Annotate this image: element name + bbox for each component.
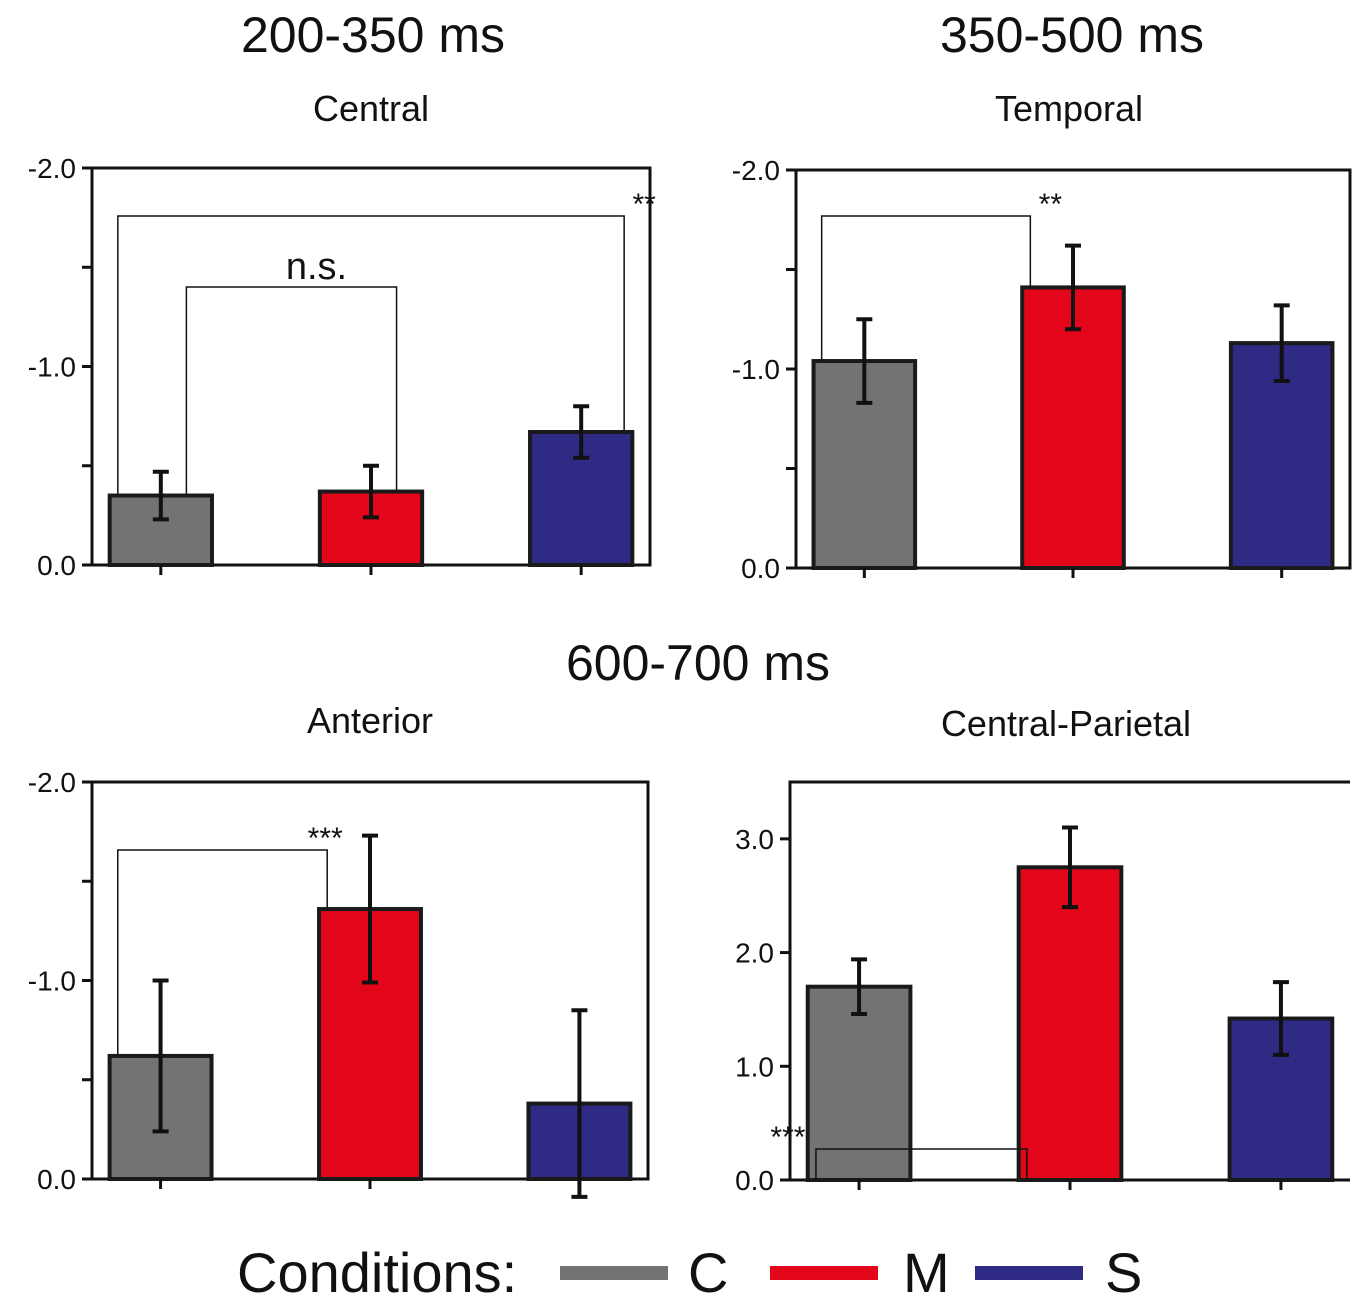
- y-tick-label: 0.0: [741, 553, 780, 584]
- conditions-legend: Conditions: C M S: [237, 1241, 1142, 1298]
- y-tick-label: -1.0: [28, 966, 76, 997]
- legend-swatch-m: [770, 1266, 878, 1280]
- significance-label: n.s.: [286, 246, 347, 288]
- y-tick-label: 3.0: [735, 824, 774, 855]
- y-tick-label: -2.0: [28, 153, 76, 184]
- significance-bracket: [117, 215, 625, 496]
- time-window-title-350-500: 350-500 ms: [940, 7, 1204, 63]
- panel-title: Temporal: [995, 88, 1143, 129]
- chart-panel-4: Central-Parietal 0.0 1.0 2.0 3.0 ***: [735, 703, 1350, 1196]
- chart-panels: Central 0.0 -1.0 -2.0 ** n.s. Temporal 0.0 -1.0 -…: [28, 88, 1352, 1199]
- significance-label: ***: [770, 1121, 805, 1154]
- time-window-title-200-350: 200-350 ms: [241, 7, 505, 63]
- bar-s: [1228, 341, 1335, 570]
- legend-label-c: C: [688, 1241, 728, 1298]
- y-tick-label: -2.0: [28, 767, 76, 798]
- axis-frame: [90, 780, 650, 1181]
- y-tick-label: 0.0: [37, 1164, 76, 1195]
- y-tick-label: -1.0: [28, 352, 76, 383]
- chart-panel-3: Anterior 0.0 -1.0 -2.0 ***: [28, 700, 650, 1199]
- axis-frame: [794, 168, 1352, 570]
- bar-m: [1020, 285, 1126, 570]
- time-window-title-600-700: 600-700 ms: [566, 635, 830, 691]
- y-tick-label: -2.0: [732, 155, 780, 186]
- axis-frame: [90, 166, 652, 567]
- chart-panel-1: Central 0.0 -1.0 -2.0 ** n.s.: [28, 88, 656, 581]
- y-tick-label: 0.0: [37, 550, 76, 581]
- chart-panel-2: Temporal 0.0 -1.0 -2.0 **: [732, 88, 1352, 584]
- legend-label-m: M: [903, 1241, 950, 1298]
- legend-swatch-s: [975, 1266, 1083, 1280]
- panel-title: Anterior: [307, 700, 433, 741]
- significance-label: **: [1039, 188, 1063, 221]
- significance-label: **: [632, 188, 656, 221]
- bar-c: [805, 984, 913, 1183]
- y-tick-label: 1.0: [735, 1051, 774, 1082]
- significance-bracket: [185, 286, 398, 496]
- significance-bracket: [815, 1148, 1028, 1180]
- y-tick-label: 0.0: [735, 1165, 774, 1196]
- significance-bracket: [820, 215, 1032, 362]
- legend-title: Conditions:: [237, 1241, 517, 1298]
- panel-title: Central: [313, 88, 429, 129]
- panel-title: Central-Parietal: [941, 703, 1191, 744]
- y-tick-label: -1.0: [732, 354, 780, 385]
- legend-swatch-c: [560, 1266, 668, 1280]
- significance-label: ***: [308, 822, 343, 855]
- significance-bracket: [117, 849, 328, 1056]
- bar-m: [1016, 865, 1124, 1182]
- legend-label-s: S: [1105, 1241, 1142, 1298]
- y-tick-label: 2.0: [735, 938, 774, 969]
